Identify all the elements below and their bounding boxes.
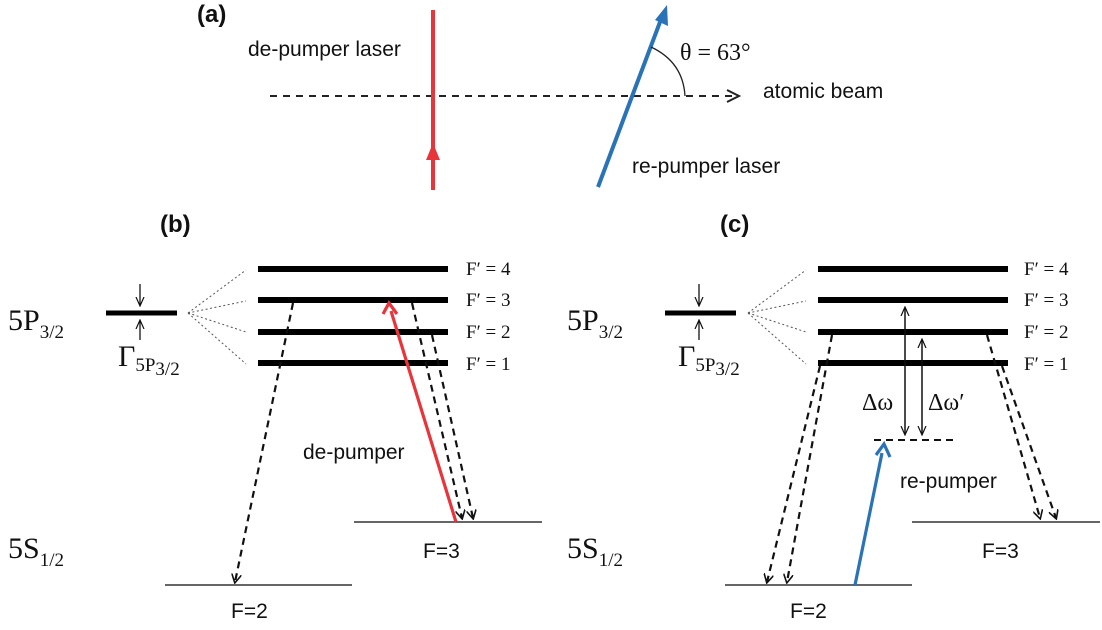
- level-f4-label-c: F′ = 4: [1024, 259, 1069, 280]
- panel-b-label: (b): [160, 211, 191, 238]
- repumper-laser-label: re-pumper laser: [632, 155, 780, 178]
- detuning-label-2: Δω′: [928, 390, 964, 416]
- ground-f2-label-b: F=2: [231, 600, 268, 623]
- excited-state-label-c: 5P3/2: [567, 304, 623, 343]
- detuning-arrows-c: [905, 308, 922, 434]
- level-f4-label-b: F′ = 4: [466, 259, 511, 280]
- level-f3-label-b: F′ = 3: [466, 290, 510, 311]
- panel-a: (a) de-pumper laser atomic beam re-pumpe…: [197, 1, 883, 190]
- repumper-transition-label: re-pumper: [900, 470, 997, 493]
- level-f2-label-b: F′ = 2: [466, 322, 510, 343]
- atomic-beam-label: atomic beam: [763, 80, 883, 103]
- angle-label: θ = 63°: [680, 40, 751, 66]
- depumper-laser-label: de-pumper laser: [248, 38, 401, 61]
- repumper-laser-beam: [596, 21, 662, 188]
- decay-arrows-c: [767, 334, 1056, 582]
- linewidth-label-b: Γ5P3/2: [118, 340, 180, 380]
- fan-lines-b: [187, 269, 247, 365]
- panel-c: (c) 5P3/2 5S1/2 Γ5P3/2 F′ = 4 F′ = 3 F′ …: [567, 211, 1100, 623]
- repumper-transition-arrowhead: [874, 440, 892, 458]
- level-f1-label-b: F′ = 1: [466, 354, 510, 375]
- depumper-transition-arrowhead: [381, 300, 399, 315]
- panel-a-label: (a): [197, 1, 226, 28]
- panel-c-label: (c): [720, 211, 749, 238]
- fan-lines-c: [747, 269, 807, 365]
- depumper-transition-arrow: [389, 310, 458, 523]
- panel-b: (b) 5P3/2 5S1/2 Γ5P3/2 F′ = 4 F′ = 3 F′ …: [8, 211, 542, 623]
- detuning-label-1: Δω: [862, 390, 893, 416]
- repumper-transition-arrow: [853, 452, 884, 586]
- ground-state-label-b: 5S1/2: [8, 532, 64, 571]
- ground-f3-label-c: F=3: [982, 540, 1019, 563]
- depumper-laser-arrowhead: [426, 143, 440, 160]
- ground-f3-label-b: F=3: [423, 540, 460, 563]
- level-f1-label-c: F′ = 1: [1024, 354, 1068, 375]
- atomic-beam-arrowhead: [726, 89, 742, 103]
- ground-state-label-c: 5S1/2: [567, 532, 623, 571]
- decay-arrows-b: [235, 302, 473, 582]
- angle-arc: [650, 46, 686, 97]
- ground-f2-label-c: F=2: [790, 600, 827, 623]
- repumper-laser-arrowhead: [655, 5, 668, 26]
- level-f3-label-c: F′ = 3: [1024, 290, 1068, 311]
- linewidth-label-c: Γ5P3/2: [678, 340, 740, 380]
- level-f2-label-c: F′ = 2: [1024, 322, 1068, 343]
- excited-state-label-b: 5P3/2: [8, 304, 64, 343]
- depumper-transition-label: de-pumper: [303, 441, 405, 464]
